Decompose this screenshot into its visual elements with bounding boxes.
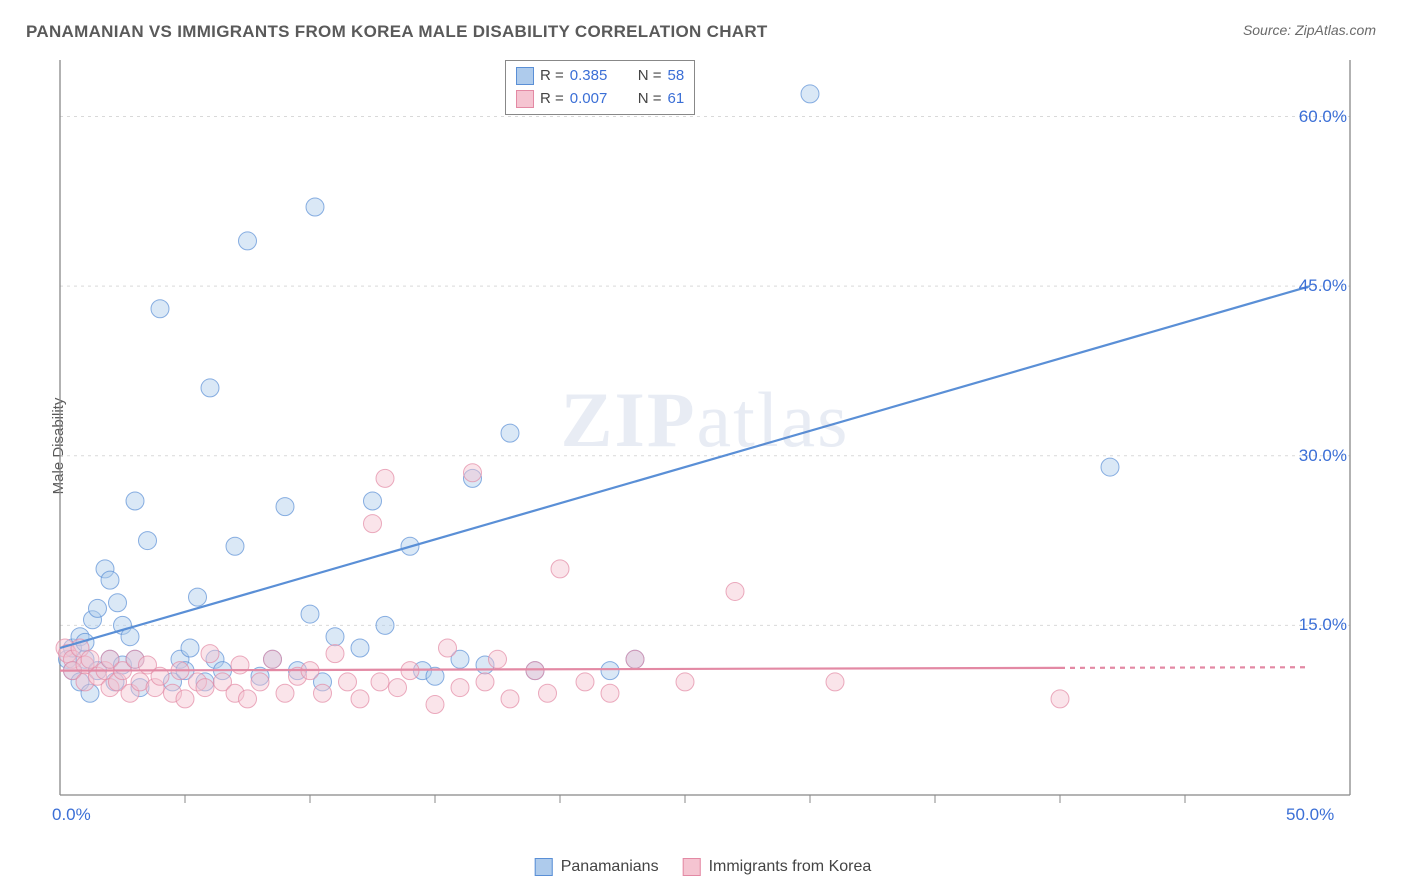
correlation-stats-box: R = 0.385 N = 58 R = 0.007 N = 61 [505, 60, 695, 115]
n-label: N = [638, 88, 662, 111]
n-value: 58 [668, 65, 685, 88]
legend-label: Panamanians [561, 858, 659, 876]
y-tick-label: 30.0% [1299, 446, 1347, 466]
y-tick-label: 60.0% [1299, 107, 1347, 127]
r-value: 0.007 [570, 88, 622, 111]
n-value: 61 [668, 88, 685, 111]
legend-swatch [683, 858, 701, 876]
y-tick-label: 45.0% [1299, 276, 1347, 296]
y-tick-label: 15.0% [1299, 615, 1347, 635]
scatter-chart [55, 55, 1355, 815]
legend-label: Immigrants from Korea [709, 858, 872, 876]
plot-area: ZIPatlas 15.0%30.0%45.0%60.0%0.0%50.0% [55, 55, 1355, 815]
legend-swatch [535, 858, 553, 876]
series-swatch [516, 67, 534, 85]
r-label: R = [540, 65, 564, 88]
legend-item: Immigrants from Korea [683, 858, 872, 876]
x-tick-label: 0.0% [52, 805, 91, 825]
series-swatch [516, 90, 534, 108]
legend-item: Panamanians [535, 858, 659, 876]
chart-title: PANAMANIAN VS IMMIGRANTS FROM KOREA MALE… [26, 22, 768, 42]
series-legend: Panamanians Immigrants from Korea [535, 858, 872, 876]
stats-row: R = 0.385 N = 58 [516, 65, 684, 88]
source-attribution: Source: ZipAtlas.com [1243, 22, 1376, 38]
stats-row: R = 0.007 N = 61 [516, 88, 684, 111]
n-label: N = [638, 65, 662, 88]
r-value: 0.385 [570, 65, 622, 88]
x-tick-label: 50.0% [1286, 805, 1334, 825]
r-label: R = [540, 88, 564, 111]
